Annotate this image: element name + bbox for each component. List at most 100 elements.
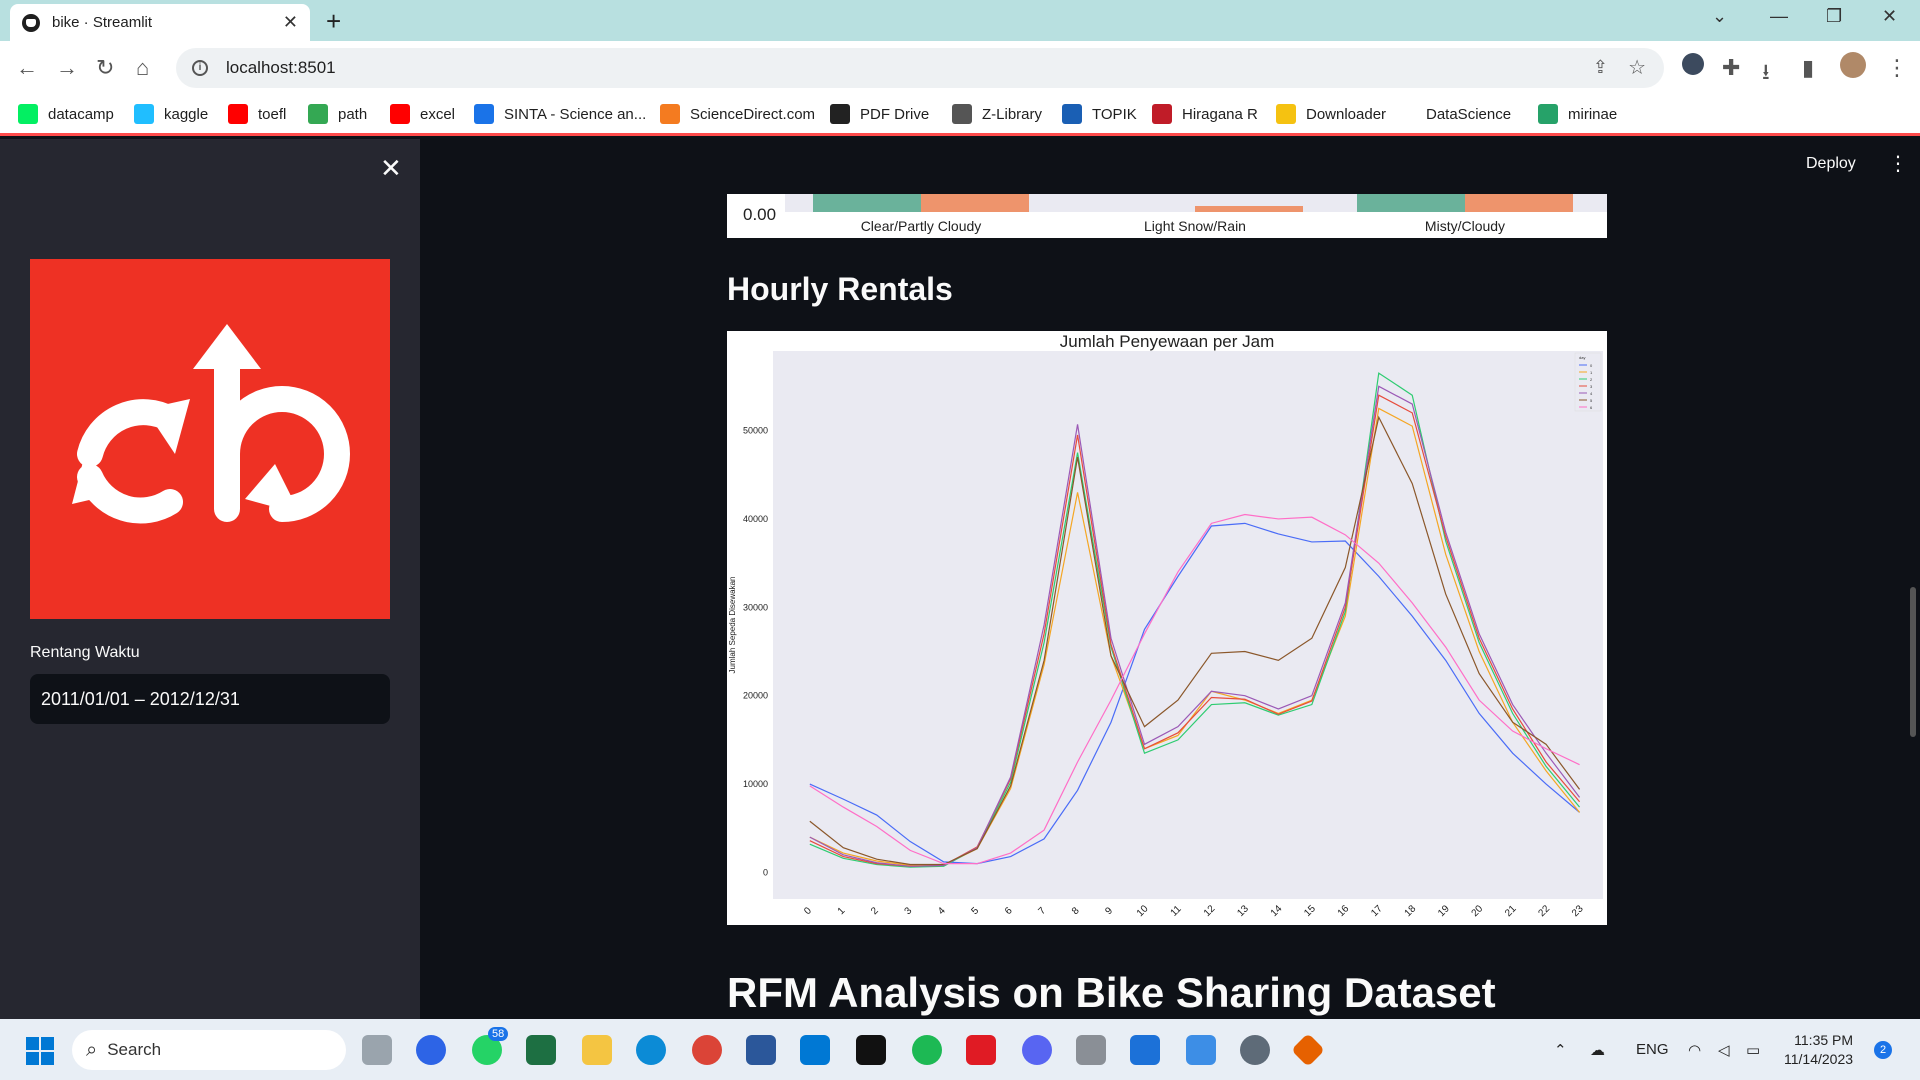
bookmark-label: mirinae <box>1568 105 1618 123</box>
edge-icon[interactable] <box>636 1035 666 1065</box>
settings-gear-icon[interactable] <box>1240 1035 1270 1065</box>
download-icon[interactable]: ⭳ <box>1762 59 1770 84</box>
zoom-icon[interactable] <box>416 1035 446 1065</box>
taskbar-search[interactable]: ⌕ Search <box>72 1030 346 1070</box>
weather-bar <box>921 194 1029 212</box>
bookmark-item[interactable]: Downloader <box>1276 104 1386 124</box>
notion-icon[interactable] <box>856 1035 886 1065</box>
window-close-icon[interactable]: ✕ <box>1882 6 1898 26</box>
paint-icon[interactable] <box>1186 1035 1216 1065</box>
deploy-button[interactable]: Deploy <box>1806 155 1856 172</box>
mirinae-icon <box>1538 104 1558 124</box>
bookmark-item[interactable]: DataScience <box>1396 104 1511 124</box>
clock-time: 11:35 PM <box>1794 1032 1854 1048</box>
share-icon[interactable]: ⇪ <box>1592 57 1608 77</box>
notepad-icon[interactable] <box>1130 1035 1160 1065</box>
task-view-icon[interactable] <box>362 1035 392 1065</box>
weather-category-label: Clear/Partly Cloudy <box>861 218 982 234</box>
main-menu-icon[interactable]: ⋮ <box>1888 153 1908 175</box>
date-range-input[interactable]: 2011/01/01 – 2012/12/31 <box>30 674 390 724</box>
bookmark-item[interactable]: SINTA - Science an... <box>474 104 646 124</box>
bookmark-star-icon[interactable]: ☆ <box>1628 57 1646 79</box>
reload-icon[interactable]: ↻ <box>96 55 115 80</box>
file-explorer-icon[interactable] <box>582 1035 612 1065</box>
home-icon[interactable]: ⌂ <box>136 55 150 80</box>
bookmark-item[interactable]: kaggle <box>134 104 208 124</box>
chevron-up-icon[interactable]: ⌃ <box>1554 1042 1567 1059</box>
bookmarks-bar: datacamp kaggle toefl path excel SINTA - Scie… <box>0 96 1920 136</box>
x-tick-label: 4 <box>936 905 948 917</box>
windows-start-icon[interactable] <box>26 1037 54 1065</box>
sidepanel-icon[interactable]: ▮ <box>1802 55 1815 80</box>
weather-category-label: Misty/Cloudy <box>1425 218 1505 234</box>
series-line-6 <box>809 513 1580 865</box>
bookmark-item[interactable]: Hiragana R <box>1152 104 1258 124</box>
profile-avatar[interactable] <box>1840 52 1866 78</box>
legend-entry: 5 <box>1590 398 1593 403</box>
sidebar-close-button[interactable]: ✕ <box>380 153 402 183</box>
site-info-icon[interactable]: i <box>192 60 208 76</box>
x-tick-label: 14 <box>1269 903 1285 919</box>
restore-icon[interactable]: ❐ <box>1826 6 1843 26</box>
bookmark-item[interactable]: PDF Drive <box>830 104 929 124</box>
spotify-icon[interactable] <box>912 1035 942 1065</box>
wifi-icon[interactable]: ◠ <box>1688 1042 1702 1059</box>
back-icon[interactable]: ← <box>16 55 38 80</box>
x-ticks: 0 1 2 3 4 5 6 7 8 9 10 11 12 13 14 15 16 17 18 19 20 21 22 23 <box>802 903 1586 919</box>
weather-bar <box>813 194 921 212</box>
legend-title: day <box>1579 355 1585 360</box>
vscode-icon[interactable] <box>800 1035 830 1065</box>
excel-icon[interactable] <box>526 1035 556 1065</box>
bookmark-label: path <box>338 105 368 123</box>
legend-entry: 2 <box>1590 377 1593 382</box>
volume-icon[interactable]: ◁ <box>1718 1042 1730 1059</box>
browser-tab[interactable]: bike · Streamlit ✕ <box>10 4 310 41</box>
x-tick-label: 16 <box>1336 903 1352 919</box>
sinta-icon <box>474 104 494 124</box>
system-clock[interactable]: 11:35 PM 11/14/2023 <box>1784 1031 1853 1069</box>
bookmark-item[interactable]: toefl <box>228 104 286 124</box>
bookmark-item[interactable]: path <box>308 104 367 124</box>
onedrive-icon[interactable]: ☁ <box>1590 1042 1605 1059</box>
bookmark-item[interactable]: TOPIK <box>1062 104 1137 124</box>
address-bar[interactable]: i localhost:8501 ⇪ ☆ <box>176 48 1664 88</box>
bookmark-label: excel <box>420 105 456 123</box>
scrollbar[interactable] <box>1910 587 1916 737</box>
database-icon[interactable] <box>1076 1035 1106 1065</box>
chrome-icon[interactable] <box>692 1035 722 1065</box>
mendeley-icon[interactable] <box>966 1035 996 1065</box>
battery-icon[interactable]: ▭ <box>1746 1042 1761 1059</box>
rfm-heading: RFM Analysis on Bike Sharing Dataset <box>727 969 1496 1016</box>
forward-icon[interactable]: → <box>56 55 78 80</box>
taskbar: ⌕ Search 58 ⌃ ☁ ENG ◠ ◁ ▭ 11:35 PM 11/14… <box>0 1019 1920 1080</box>
y-tick-label: 50000 <box>743 426 768 436</box>
discord-icon[interactable] <box>1022 1035 1052 1065</box>
bookmark-item[interactable]: excel <box>390 104 455 124</box>
x-tick-label: 7 <box>1036 905 1048 917</box>
youtube-icon <box>228 104 248 124</box>
extension-icon[interactable] <box>1682 53 1704 75</box>
minimize-icon[interactable]: — <box>1770 6 1788 26</box>
elsevier-icon <box>660 104 680 124</box>
bookmark-label: ScienceDirect.com <box>690 105 816 123</box>
chrome-menu-icon[interactable]: ⋮ <box>1886 55 1908 80</box>
x-tick-label: 6 <box>1003 905 1015 917</box>
x-tick-label: 15 <box>1302 903 1318 919</box>
language-indicator[interactable]: ENG <box>1636 1041 1669 1058</box>
tab-title: bike · Streamlit <box>52 14 153 31</box>
y-tick-label: 40000 <box>743 514 768 524</box>
new-tab-button[interactable]: + <box>326 6 342 36</box>
main-content: Deploy ⋮ 0.00 Clear/Partly Cloudy Light … <box>420 139 1920 1019</box>
bookmark-item[interactable]: Z-Library <box>952 104 1042 124</box>
puzzle-icon[interactable]: ✚ <box>1722 55 1741 80</box>
bookmark-item[interactable]: datacamp <box>18 104 114 124</box>
notification-badge[interactable]: 2 <box>1874 1041 1892 1059</box>
word-icon[interactable] <box>746 1035 776 1065</box>
git-icon[interactable] <box>1291 1033 1325 1067</box>
legend-entry: 1 <box>1590 370 1593 375</box>
tab-search-icon[interactable]: ⌄ <box>1712 6 1728 26</box>
bookmark-item[interactable]: ScienceDirect.com <box>660 104 815 124</box>
series-line-4 <box>809 385 1581 867</box>
bookmark-item[interactable]: mirinae <box>1538 104 1617 124</box>
tab-close-button[interactable]: ✕ <box>282 12 298 32</box>
